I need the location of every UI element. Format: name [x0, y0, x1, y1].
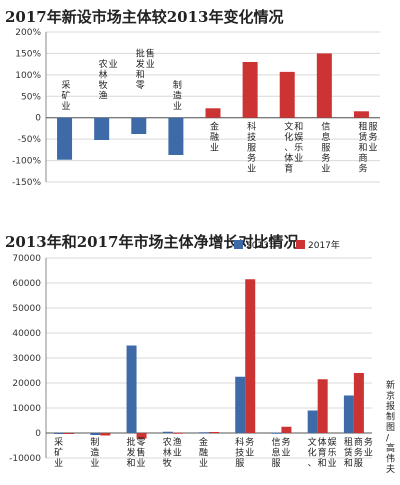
y-tick-label: 150%	[15, 49, 41, 59]
bar	[205, 108, 221, 118]
legend-swatch	[234, 240, 243, 249]
y-tick-label: 0	[35, 429, 41, 439]
category-label: 采矿业	[54, 437, 63, 469]
bar-2017年	[317, 379, 328, 433]
bar-2017年	[209, 432, 219, 433]
category-label: 制造业	[90, 436, 99, 469]
y-tick-label: 50%	[21, 92, 41, 102]
category-label: 信息服务业	[321, 121, 330, 175]
category-label: 金融业	[199, 436, 208, 469]
y-tick-label: -150%	[12, 178, 41, 188]
bar-2017年	[353, 373, 364, 433]
y-tick-label: 30000	[12, 354, 41, 364]
category-label: 制造业	[173, 79, 182, 112]
y-tick-label: 200%	[15, 28, 41, 38]
legend-label: 2013年	[246, 239, 278, 251]
category-label: 租赁和商务服务业	[358, 122, 377, 175]
y-tick-label: 40000	[12, 329, 41, 339]
bar	[131, 117, 147, 134]
credit-label: 新京报制图/高伟夫	[386, 379, 395, 475]
bar-2013年	[54, 433, 65, 434]
bar-2017年	[64, 433, 75, 434]
category-label: 金融业	[210, 121, 219, 154]
bar-2017年	[245, 279, 256, 433]
category-label: 农林牧渔业	[99, 58, 118, 102]
chart2-title: 2013年和2017年市场主体净增长对比情况	[5, 233, 299, 251]
y-tick-label: 0	[35, 114, 41, 124]
y-tick-label: 20000	[12, 379, 41, 389]
bar	[316, 53, 332, 118]
bar	[353, 111, 369, 118]
y-tick-label: 60000	[12, 279, 41, 289]
bar-2013年	[162, 431, 173, 433]
chart1: -150% -100% -50% 0 50% 100% 150% 200% 采矿业 农林牧渔业批发…	[12, 28, 380, 188]
chart1-title: 2017年新设市场主体较2013年变化情况	[5, 8, 284, 26]
category-label: 批发和零售业	[127, 436, 146, 469]
category-label: 租赁和商务服务业	[344, 436, 373, 469]
bar	[242, 62, 258, 118]
y-tick-label: -100%	[12, 157, 41, 167]
category-label: 信息服务业	[271, 436, 290, 469]
legend-swatch	[296, 240, 305, 249]
bar-2017年	[136, 433, 147, 439]
bar-2013年	[307, 410, 318, 433]
y-tick-label: 100%	[15, 71, 41, 81]
bar	[57, 117, 73, 160]
y-tick-label: 50000	[12, 304, 41, 314]
bar	[279, 71, 295, 118]
bar-2017年	[281, 426, 292, 433]
category-label: 文化、体育和娱乐业	[284, 121, 303, 175]
y-tick-label: 10000	[12, 404, 41, 414]
y-tick-label: 70000	[12, 254, 41, 264]
bar-2017年	[100, 433, 111, 436]
bar-2013年	[343, 395, 354, 433]
bar-2013年	[235, 376, 246, 433]
chart2-legend: 2013年 2017年	[234, 239, 340, 251]
category-label: 采矿业	[62, 80, 71, 112]
credit-text: 新京报制图/高伟夫	[386, 379, 395, 475]
category-label: 批发和零售业	[136, 48, 155, 92]
chart2: -10000 0 10000 20000 30000 40000 50000 60000 700…	[9, 254, 373, 469]
bar-2013年	[271, 432, 282, 434]
bar	[168, 117, 184, 155]
category-label: 文化、体育和娱乐业	[308, 436, 337, 469]
bar	[94, 117, 110, 140]
y-tick-label: -10000	[9, 454, 41, 464]
bar-2013年	[126, 345, 137, 433]
bar-2013年	[90, 433, 101, 435]
category-label: 科技服务业	[247, 121, 256, 175]
category-label: 农林牧渔业	[163, 436, 182, 469]
legend-label: 2017年	[308, 239, 340, 251]
category-label: 科技服务业	[235, 436, 254, 469]
y-tick-label: -50%	[18, 135, 42, 145]
bar-2017年	[172, 432, 183, 434]
bar-2013年	[199, 432, 209, 434]
